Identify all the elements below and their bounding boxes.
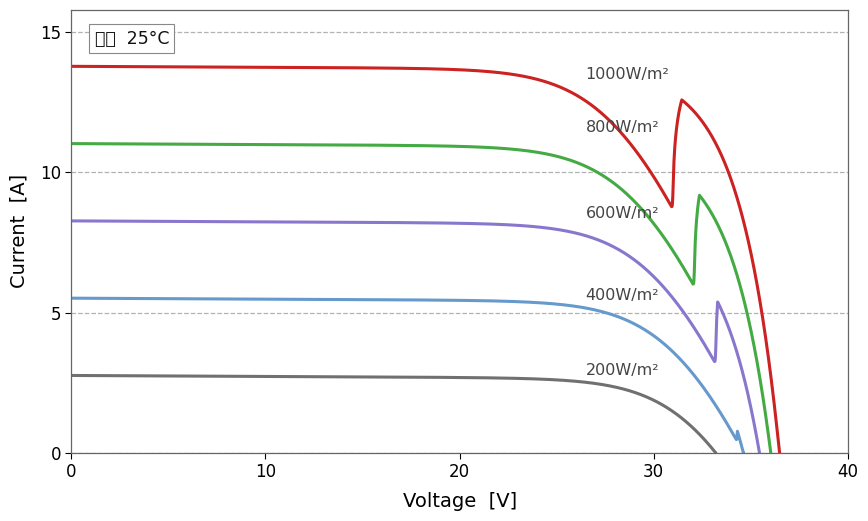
Text: 800W/m²: 800W/m² xyxy=(586,120,660,135)
Text: 600W/m²: 600W/m² xyxy=(586,205,659,220)
Text: 温度  25°C: 温度 25°C xyxy=(95,30,169,47)
Text: 200W/m²: 200W/m² xyxy=(586,363,659,378)
X-axis label: Voltage  [V]: Voltage [V] xyxy=(403,492,516,511)
Text: 400W/m²: 400W/m² xyxy=(586,288,659,303)
Text: 1000W/m²: 1000W/m² xyxy=(586,67,669,82)
Y-axis label: Current  [A]: Current [A] xyxy=(10,174,29,288)
